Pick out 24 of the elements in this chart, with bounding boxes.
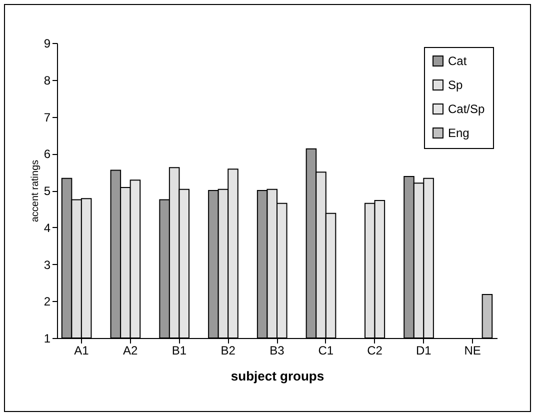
legend-label: Eng <box>448 126 470 140</box>
y-tick-label: 1 <box>44 332 51 346</box>
y-tick-label: 8 <box>44 73 51 88</box>
x-tick-label: A2 <box>122 344 138 358</box>
x-tick-label: D1 <box>416 344 432 358</box>
y-tick-label: 4 <box>44 220 51 235</box>
x-tick-label: NE <box>464 344 481 358</box>
y-tick-label: 7 <box>44 110 51 124</box>
y-tick-label: 9 <box>44 36 51 50</box>
y-tick-label: 5 <box>44 184 51 198</box>
x-tick-label: C1 <box>318 344 334 358</box>
y-axis-title: accent ratings <box>30 160 41 222</box>
y-tick-label: 2 <box>44 294 51 309</box>
x-tick-label: B3 <box>270 344 285 358</box>
legend-label: Sp <box>448 78 464 92</box>
legend-label: Cat <box>448 54 468 68</box>
y-tick-label: 3 <box>44 258 51 272</box>
x-axis-title: subject groups <box>230 368 324 384</box>
legend-label: Cat/Sp <box>448 102 486 116</box>
x-tick-label: A1 <box>74 344 90 358</box>
x-tick-label: B2 <box>220 344 236 358</box>
y-tick-label: 6 <box>44 147 51 162</box>
x-tick-label: C2 <box>367 344 383 358</box>
x-tick-label: B1 <box>172 344 187 358</box>
